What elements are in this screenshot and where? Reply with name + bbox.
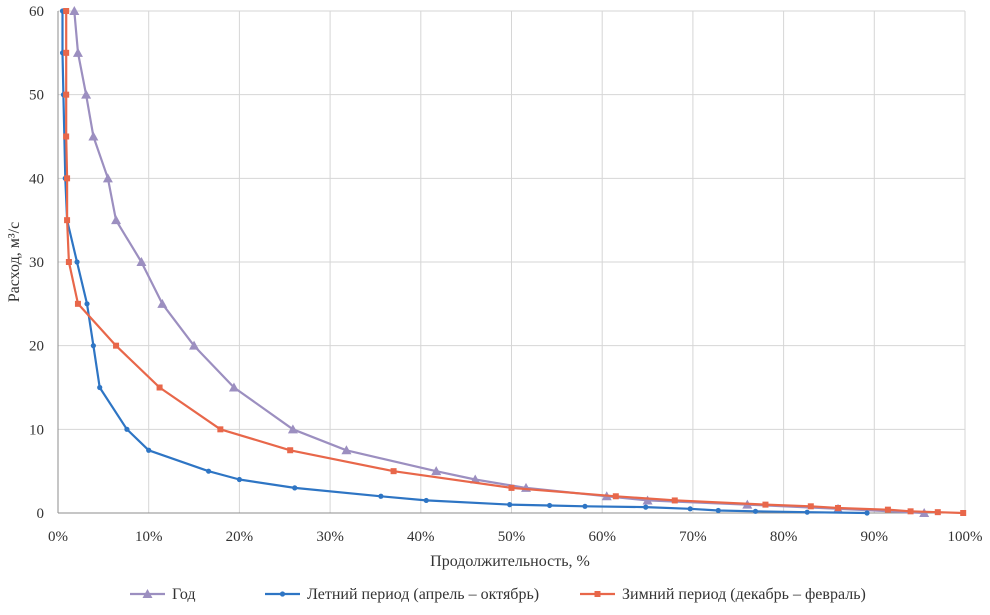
data-point: [470, 474, 481, 484]
data-point: [546, 502, 553, 509]
x-tick-label: 60%: [588, 529, 616, 545]
data-point: [205, 468, 212, 474]
data-point: [582, 503, 588, 509]
data-point: [423, 497, 429, 504]
data-point: [643, 504, 649, 510]
data-point: [960, 510, 967, 516]
data-point: [884, 506, 891, 513]
data-point: [762, 501, 769, 508]
series-group: [59, 6, 967, 517]
x-tick-label: 90%: [861, 529, 889, 545]
series-line: [73, 10, 925, 515]
data-point: [111, 215, 122, 225]
x-tick-label: 20%: [226, 529, 254, 545]
legend-item: Летний период (апрель – октябрь): [265, 586, 539, 603]
data-point: [671, 497, 678, 504]
x-axis-title: Продолжительность, %: [430, 553, 590, 570]
data-point: [907, 508, 914, 515]
gridlines: [58, 10, 966, 513]
data-point: [341, 445, 352, 455]
data-point: [287, 447, 294, 454]
data-point: [864, 510, 870, 516]
data-point: [63, 133, 70, 140]
data-point: [715, 507, 721, 514]
legend-label: Год: [172, 586, 196, 603]
data-point: [69, 6, 80, 15]
data-point: [157, 298, 168, 308]
legend-swatch-marker: [142, 589, 153, 598]
data-point: [84, 301, 90, 307]
x-tick-label: 70%: [679, 529, 707, 545]
data-point: [65, 259, 72, 265]
data-point: [835, 504, 842, 511]
data-point: [64, 217, 71, 224]
legend-swatch-marker: [279, 591, 286, 597]
y-tick-label: 20: [29, 339, 44, 355]
data-point: [507, 502, 513, 508]
x-tick-label: 0%: [48, 529, 68, 545]
y-tick-label: 40: [29, 171, 44, 187]
data-point: [687, 506, 693, 512]
data-point: [63, 8, 70, 14]
y-tick-label: 30: [29, 255, 44, 271]
data-point: [189, 340, 200, 350]
data-point: [156, 384, 163, 391]
data-point: [217, 426, 224, 433]
series-3: [63, 8, 967, 516]
legend-swatch-marker: [594, 591, 601, 597]
data-point: [64, 175, 71, 182]
data-point: [74, 300, 81, 307]
data-point: [642, 495, 653, 505]
data-point: [102, 173, 113, 183]
data-point: [63, 91, 70, 98]
legend-label: Летний период (апрель – октябрь): [307, 586, 539, 603]
data-point: [90, 343, 96, 349]
data-point: [136, 257, 147, 266]
x-tick-label: 80%: [770, 529, 798, 545]
data-point: [752, 508, 759, 514]
legend: Год Летний период (апрель – октябрь) Зимни…: [130, 586, 866, 603]
data-point: [292, 485, 298, 491]
data-point: [390, 468, 397, 475]
legend-item: Год: [130, 586, 196, 603]
data-point: [934, 509, 941, 516]
data-point: [113, 342, 120, 349]
x-tick-label: 100%: [948, 529, 983, 545]
legend-item: Зимний период (декабрь – февраль): [580, 586, 866, 603]
data-point: [236, 476, 242, 483]
legend-label: Зимний период (декабрь – февраль): [622, 586, 866, 603]
data-point: [804, 509, 810, 515]
tick-labels: 0% 10% 20% 30% 40% 50% 60% 70% 80% 90% 100% 0 10 20 30…: [29, 4, 983, 545]
x-tick-label: 50%: [498, 529, 526, 545]
data-point: [72, 47, 83, 57]
data-point: [146, 447, 152, 453]
x-tick-label: 40%: [407, 529, 435, 545]
x-tick-label: 30%: [316, 529, 344, 545]
data-point: [81, 89, 92, 99]
data-point: [431, 466, 442, 476]
data-point: [287, 424, 298, 434]
y-tick-label: 50: [29, 88, 44, 104]
data-point: [88, 131, 99, 141]
data-point: [508, 484, 515, 491]
y-axis-title: Расход, м³/с: [6, 222, 23, 302]
data-point: [74, 259, 80, 265]
y-tick-label: 0: [37, 506, 45, 522]
data-point: [63, 49, 70, 56]
data-point: [228, 382, 239, 392]
data-point: [807, 503, 814, 510]
y-tick-label: 10: [29, 422, 44, 438]
data-point: [378, 493, 384, 499]
data-point: [124, 426, 130, 432]
data-point: [612, 493, 619, 500]
x-tick-label: 10%: [135, 529, 163, 545]
y-tick-label: 60: [29, 4, 44, 20]
data-point: [97, 384, 103, 391]
